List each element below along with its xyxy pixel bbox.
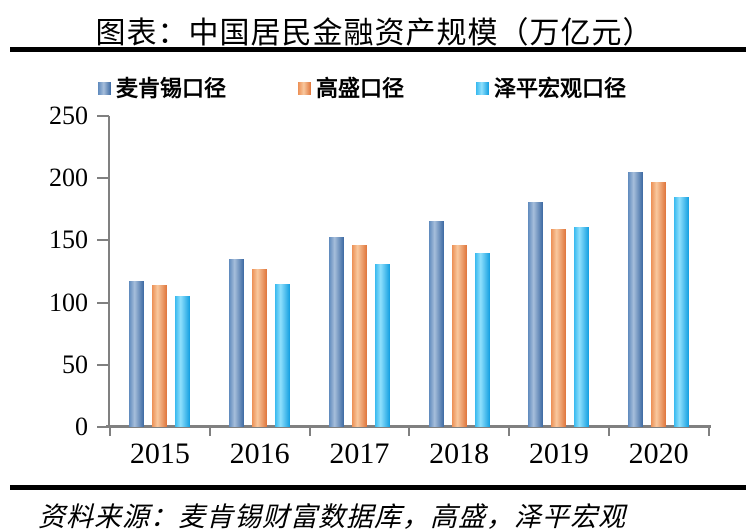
x-axis-tick-mark (208, 428, 211, 436)
x-axis-label-2020: 2020 (628, 437, 689, 470)
bar-series3-2016 (275, 283, 291, 427)
source-divider-line (10, 485, 746, 490)
y-axis-line (108, 116, 110, 428)
bar-series1-2015 (129, 281, 145, 427)
y-axis-tick-label-150: 150 (49, 225, 88, 255)
y-axis-tick-label-250: 250 (49, 101, 88, 130)
bar-series2-2020 (651, 181, 667, 427)
y-axis-tick-mark (97, 115, 109, 117)
bar-series2-2019 (551, 229, 567, 427)
legend-swatch-icon (98, 82, 111, 95)
legend-item-series1: 麦肯锡口径 (98, 71, 226, 103)
y-axis-tick-label-50: 50 (62, 349, 88, 379)
y-axis-tick-mark (97, 363, 109, 366)
y-axis-tick-mark (97, 301, 109, 304)
source-note: 资料来源：麦肯锡财富数据库，高盛，泽平宏观 (38, 502, 626, 531)
x-axis-label-2016: 2016 (229, 437, 290, 470)
x-axis-label-2017: 2017 (329, 437, 390, 470)
legend-swatch-icon (298, 82, 312, 95)
bar-series3-2019 (574, 226, 590, 427)
x-axis-tick-mark (109, 428, 111, 436)
x-axis-tick-mark (308, 428, 311, 436)
x-axis-label-2019: 2019 (528, 437, 589, 470)
bar-series1-2017 (328, 236, 344, 427)
title-divider-line (10, 47, 746, 52)
legend-label: 泽平宏观口径 (494, 76, 627, 101)
legend-swatch-icon (476, 82, 490, 95)
bar-series3-2015 (175, 296, 191, 427)
y-axis-tick-label-100: 100 (49, 287, 88, 317)
x-axis-tick-mark (508, 428, 510, 436)
legend-label: 麦肯锡口径 (116, 76, 227, 101)
chart-title: 图表：中国居民金融资产规模（万亿元） (95, 17, 654, 50)
bar-group-2015 (110, 116, 210, 427)
bar-series2-2018 (451, 245, 467, 427)
bar-group-2017 (310, 116, 410, 427)
y-axis-tick-mark (97, 177, 109, 180)
legend: 麦肯锡口径 高盛口径 泽平宏观口径 (98, 71, 626, 103)
x-axis-tick-mark (707, 428, 710, 436)
x-axis-label-2018: 2018 (429, 437, 490, 470)
y-axis-tick-mark (97, 426, 109, 428)
bar-series3-2018 (474, 252, 490, 427)
x-axis-tick-mark (607, 428, 610, 436)
bar-series1-2016 (229, 259, 245, 427)
legend-item-series2: 高盛口径 (298, 71, 404, 103)
legend-item-series3: 泽平宏观口径 (476, 71, 626, 103)
x-axis-line (106, 425, 711, 428)
bar-group-2019 (509, 116, 609, 427)
bar-series1-2018 (428, 220, 444, 427)
x-axis-label-2015: 2015 (129, 437, 190, 470)
bar-series3-2017 (374, 264, 390, 427)
y-axis-tick-mark (97, 239, 109, 242)
y-axis-tick-label-0: 0 (75, 412, 88, 441)
bar-series3-2020 (674, 196, 690, 427)
bar-series2-2016 (252, 269, 268, 427)
bar-series2-2015 (152, 285, 168, 427)
bar-series1-2019 (528, 201, 544, 427)
bar-series1-2020 (628, 171, 644, 427)
legend-label: 高盛口径 (316, 76, 405, 101)
bar-group-2020 (609, 116, 709, 427)
y-axis-tick-label-200: 200 (49, 163, 88, 193)
x-axis-tick-mark (408, 428, 411, 436)
bar-group-2016 (210, 116, 310, 427)
bar-series2-2017 (351, 245, 367, 427)
bar-group-2018 (409, 116, 509, 427)
